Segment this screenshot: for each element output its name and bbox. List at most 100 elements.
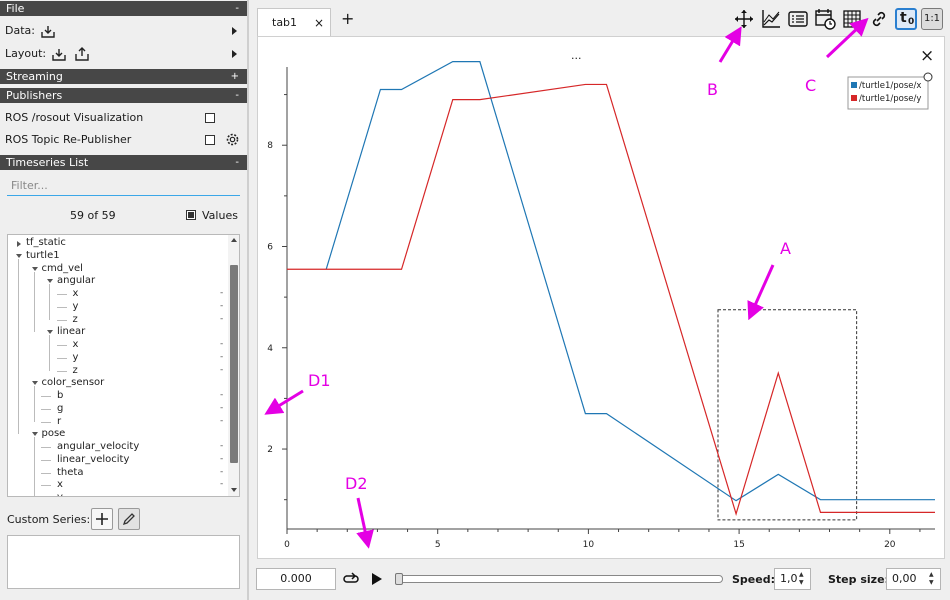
time-value: 0.000 (280, 572, 312, 585)
step-size-value: 0,00 (892, 572, 917, 585)
ratio-icon[interactable] (760, 8, 782, 30)
y-tick-label: 2 (267, 445, 273, 455)
tree-leaf-item[interactable]: x (57, 479, 63, 491)
tree-guide-line (49, 284, 50, 320)
loop-icon[interactable] (342, 571, 360, 587)
calendar-clock-icon[interactable] (814, 8, 836, 30)
step-spin-arrows-icon[interactable]: ▲ ▼ (929, 571, 934, 586)
tab-tab1[interactable]: tab1 × (257, 8, 331, 36)
tree-expanded-icon[interactable] (47, 279, 53, 284)
time-slider-handle[interactable] (395, 573, 403, 585)
left-panel: File - Data: Layout: Streaming (0, 0, 247, 600)
tree-scrollbar[interactable] (228, 235, 239, 496)
list-icon[interactable] (787, 8, 809, 30)
tree-group-item[interactable]: turtle1 (26, 249, 60, 261)
tree-scrollbar-thumb[interactable] (230, 265, 238, 463)
tree-item-value: - (220, 402, 224, 413)
timeseries-section-header[interactable]: Timeseries List - (0, 155, 247, 170)
add-custom-series-button[interactable] (91, 508, 113, 530)
link-icon[interactable] (868, 8, 890, 30)
tree-branch-line (56, 306, 67, 308)
tree-item-value: - (220, 441, 224, 451)
tree-item-value: - (220, 390, 224, 400)
plot-canvas[interactable]: 0 5 10 15 20 2 4 6 8 /turtle1/pose/x/turtle1/pos… (258, 37, 946, 560)
time-field[interactable]: 0.000 (256, 568, 336, 590)
tree-leaf-item[interactable]: g (57, 402, 64, 414)
tree-leaf-item[interactable]: linear_velocity (57, 453, 130, 465)
tree-item-value: - (220, 492, 224, 497)
tree-group-item[interactable]: tf_static (26, 237, 66, 248)
tree-expanded-icon[interactable] (16, 253, 22, 258)
filter-input[interactable] (7, 176, 240, 196)
series-count: 59 of 59 (70, 209, 116, 222)
download-icon[interactable] (41, 25, 55, 38)
edit-custom-series-button[interactable] (118, 508, 140, 530)
gear-icon[interactable] (226, 133, 239, 146)
streaming-header-label: Streaming (6, 70, 63, 83)
tree-expanded-icon[interactable] (31, 381, 38, 386)
file-collapse-icon[interactable]: - (235, 3, 239, 14)
play-icon[interactable] (371, 572, 383, 586)
publisher-republisher-checkbox[interactable] (205, 135, 215, 145)
streaming-expand-icon[interactable]: + (230, 71, 239, 82)
tree-group-item[interactable]: color_sensor (41, 377, 105, 389)
tree-leaf-item[interactable]: theta (57, 466, 84, 478)
speed-spinbox[interactable]: 1,0 ▲ ▼ (774, 568, 811, 590)
tree-leaf-item[interactable]: z (72, 313, 78, 325)
layout-save-icon[interactable] (75, 47, 89, 61)
tree-leaf-item[interactable]: y (57, 491, 63, 496)
tree-leaf-item[interactable]: y (72, 351, 79, 363)
timeseries-tree[interactable]: tf_static turtle1 cmd_vel angular x - y - z - line… (7, 234, 240, 497)
speed-spin-arrows-icon[interactable]: ▲ ▼ (799, 571, 804, 586)
publisher-rosout-checkbox[interactable] (205, 113, 215, 123)
tree-group-item[interactable]: angular (57, 275, 96, 287)
panel-splitter[interactable] (247, 0, 249, 600)
plot-area[interactable]: 0 5 10 15 20 2 4 6 8 /turtle1/pose/x/turtle1/pos… (257, 36, 945, 559)
scroll-up-icon[interactable] (231, 238, 237, 242)
tree-expanded-icon[interactable] (31, 266, 38, 271)
tree-group-item[interactable]: cmd_vel (41, 262, 83, 274)
file-header-label: File (6, 2, 25, 15)
tree-leaf-item[interactable]: b (57, 390, 64, 401)
tree-leaf-item[interactable]: z (72, 364, 78, 376)
step-size-spinbox[interactable]: 0,00 ▲ ▼ (886, 568, 941, 590)
move-icon[interactable] (733, 8, 755, 30)
plot-legend[interactable]: /turtle1/pose/x/turtle1/pose/y (847, 72, 933, 110)
x-tick-label: 15 (733, 540, 744, 550)
tree-expanded-icon[interactable] (47, 330, 53, 335)
tab-close-icon[interactable]: × (313, 16, 324, 30)
file-section-header[interactable]: File - (0, 1, 247, 16)
series-line-pose-y (287, 83, 935, 516)
tree-leaf-item[interactable]: angular_velocity (57, 441, 140, 452)
publisher-republisher: ROS Topic Re-Publisher (5, 131, 247, 149)
timeseries-collapse-icon[interactable]: - (235, 157, 239, 168)
layout-submenu-arrow-icon[interactable] (232, 50, 237, 58)
tree-expanded-icon[interactable] (31, 432, 38, 437)
add-tab-button[interactable]: + (341, 9, 355, 28)
tree-leaf-item[interactable]: r (57, 415, 62, 427)
t0-icon[interactable]: t 0 (895, 8, 917, 30)
tree-group-item[interactable]: linear (57, 326, 86, 338)
tree-guide-line (33, 271, 35, 333)
tree-branch-line (41, 472, 51, 474)
tree-item-value: - (220, 351, 224, 362)
streaming-section-header[interactable]: Streaming + (0, 69, 247, 84)
tree-leaf-item[interactable]: x (72, 288, 79, 299)
layout-load-icon[interactable] (52, 48, 66, 61)
tree-item-value: - (220, 288, 224, 298)
custom-series-list[interactable] (7, 535, 240, 589)
plot-close-icon[interactable]: × (920, 46, 935, 66)
publishers-collapse-icon[interactable]: - (235, 90, 239, 101)
time-slider[interactable] (399, 575, 723, 583)
grid-icon[interactable] (841, 8, 863, 30)
scroll-down-icon[interactable] (231, 488, 237, 492)
values-checkbox[interactable] (186, 210, 196, 220)
tree-leaf-item[interactable]: x (72, 339, 79, 350)
publishers-section-header[interactable]: Publishers - (0, 88, 247, 103)
tree-collapsed-icon[interactable] (17, 241, 21, 247)
custom-series-label: Custom Series: (7, 513, 91, 526)
1to1-icon[interactable]: 1:1 (921, 8, 943, 30)
data-submenu-arrow-icon[interactable] (232, 27, 237, 35)
tree-leaf-item[interactable]: y (72, 300, 79, 312)
tree-group-item[interactable]: pose (41, 428, 66, 440)
